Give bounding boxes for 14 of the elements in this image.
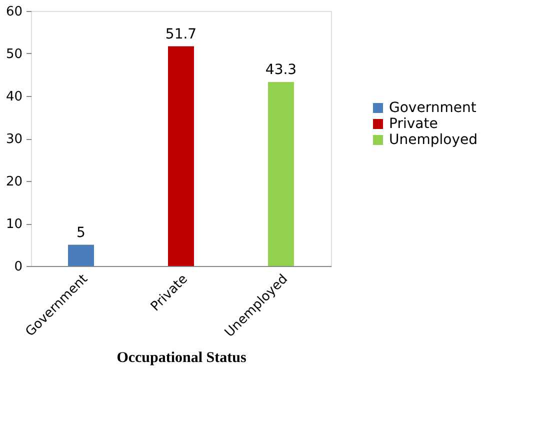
y-tick-label: 40 — [6, 90, 22, 104]
data-label: 5 — [76, 224, 86, 241]
legend-label: Private — [389, 116, 438, 132]
y-tick-label: 60 — [6, 4, 22, 20]
y-tick-label: 30 — [6, 132, 22, 147]
data-label: 51.7 — [165, 26, 197, 42]
y-tick-label: 50 — [6, 47, 22, 62]
data-label: 43.3 — [265, 62, 297, 78]
legend-label: Unemployed — [389, 132, 478, 148]
y-tick-label: 0 — [14, 260, 22, 274]
y-tick-label: 10 — [6, 217, 22, 232]
legend-label: Government — [389, 100, 477, 116]
y-tick-label: 20 — [6, 174, 22, 190]
x-axis-title: Occupational Status — [116, 350, 246, 366]
